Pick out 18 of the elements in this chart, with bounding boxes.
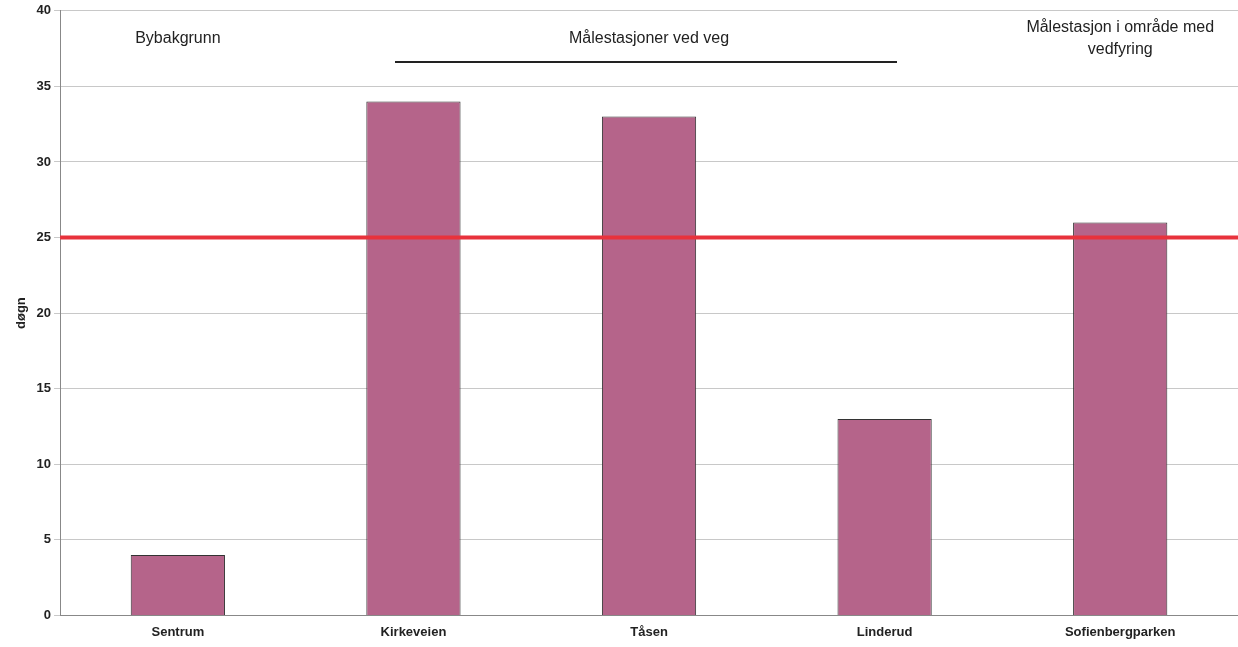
x-tick-label: Sentrum: [151, 623, 205, 639]
annotation: Målestasjon i område med vedfyring: [1026, 18, 1215, 58]
y-tick-label: 15: [36, 380, 52, 396]
y-tick-label: 25: [36, 229, 52, 245]
x-tick-label: Linderud: [856, 623, 913, 639]
annotation: Målestasjoner ved veg: [568, 29, 730, 47]
y-tick-label: 5: [43, 531, 52, 547]
x-tick-label: Kirkeveien: [380, 623, 447, 639]
y-tick-label: 40: [36, 2, 52, 18]
x-tick-label: Tåsen: [630, 623, 668, 639]
y-axis-title: døgn: [13, 297, 29, 329]
y-tick-label: 30: [36, 153, 52, 169]
y-tick-label: 0: [43, 606, 52, 622]
y-tick-label: 10: [36, 455, 52, 471]
x-tick-label: Sofienbergparken: [1064, 623, 1176, 639]
annotation: Bybakgrunn: [135, 29, 221, 47]
y-tick-label: 35: [36, 77, 52, 93]
y-tick-label: 20: [36, 304, 52, 320]
